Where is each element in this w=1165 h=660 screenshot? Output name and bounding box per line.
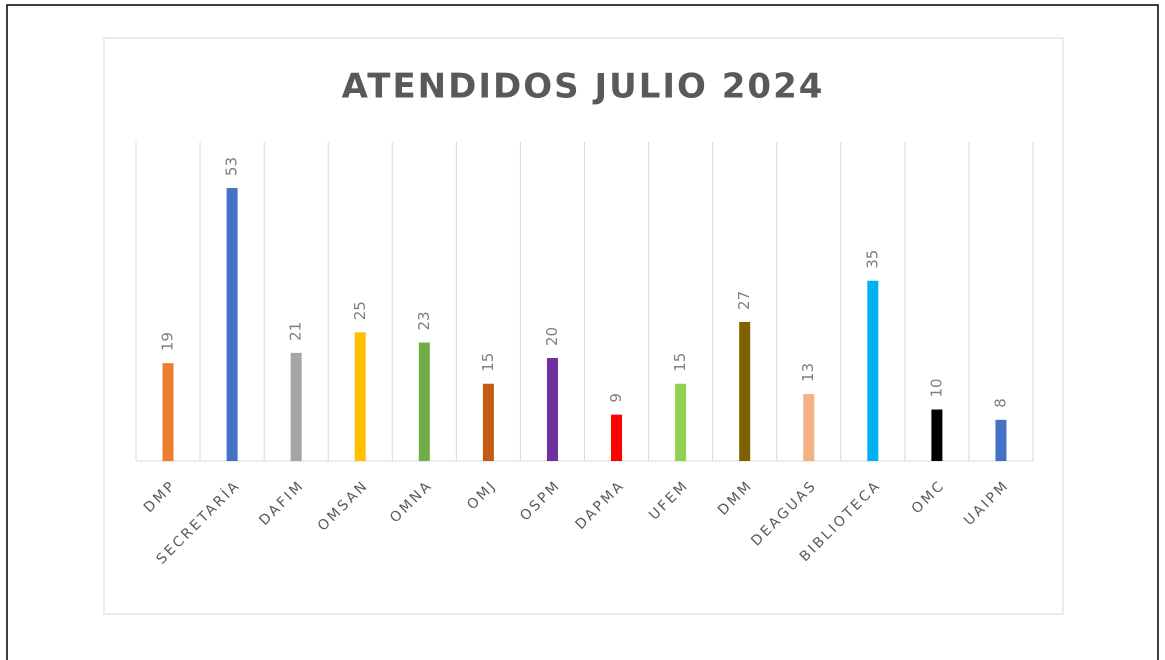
bar — [418, 342, 430, 461]
bar — [546, 358, 558, 461]
bar — [803, 394, 815, 461]
data-label: 8 — [991, 398, 1009, 408]
data-label: 25 — [351, 301, 369, 320]
bar — [482, 383, 494, 461]
data-label: 13 — [799, 363, 817, 382]
data-label: 15 — [671, 353, 689, 372]
data-label: 53 — [223, 157, 241, 176]
bar — [611, 414, 623, 461]
bar — [162, 363, 174, 461]
bar — [354, 332, 366, 461]
data-label: 9 — [607, 393, 625, 403]
bar — [290, 352, 302, 461]
data-label: 15 — [479, 353, 497, 372]
data-label: 27 — [735, 291, 753, 310]
data-label: 10 — [927, 378, 945, 397]
bar — [739, 321, 751, 461]
bar — [931, 409, 943, 461]
bar — [867, 280, 879, 461]
data-label: 35 — [863, 250, 881, 269]
data-label: 20 — [543, 327, 561, 346]
bar — [226, 188, 238, 462]
data-label: 23 — [415, 311, 433, 330]
data-label: 19 — [159, 332, 177, 351]
bar — [675, 383, 687, 461]
bar — [995, 419, 1007, 461]
chart-title: ATENDIDOS JULIO 2024 — [342, 67, 825, 107]
data-label: 21 — [287, 322, 305, 341]
